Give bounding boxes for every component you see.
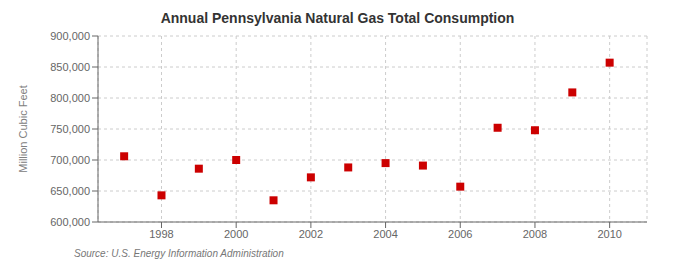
svg-text:650,000: 650,000 (50, 185, 90, 197)
svg-text:900,000: 900,000 (50, 30, 90, 42)
svg-text:2006: 2006 (448, 228, 472, 240)
svg-text:2010: 2010 (597, 228, 621, 240)
svg-text:2002: 2002 (299, 228, 323, 240)
svg-text:800,000: 800,000 (50, 92, 90, 104)
svg-text:2000: 2000 (224, 228, 248, 240)
svg-text:Million Cubic Feet: Million Cubic Feet (17, 85, 29, 172)
html-text:Source: U.S. Energy Informatio: Source: U.S. Energy Information Administ… (74, 248, 284, 259)
svg-text:850,000: 850,000 (50, 61, 90, 73)
svg-text:2004: 2004 (373, 228, 397, 240)
svg-text:700,000: 700,000 (50, 154, 90, 166)
svg-text:1998: 1998 (149, 228, 173, 240)
html-text:Annual Pennsylvania Natural Ga: Annual Pennsylvania Natural Gas Total Co… (160, 10, 515, 26)
svg-text:750,000: 750,000 (50, 123, 90, 135)
svg-text:600,000: 600,000 (50, 216, 90, 228)
svg-text:2008: 2008 (523, 228, 547, 240)
